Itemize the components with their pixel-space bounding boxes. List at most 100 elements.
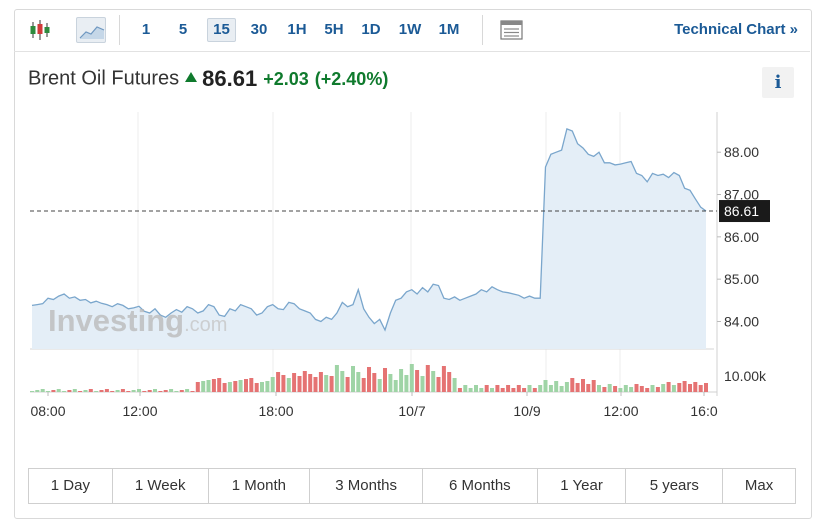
volume-bar [249, 378, 254, 392]
area-chart-icon[interactable] [76, 17, 106, 43]
volume-bar [292, 373, 297, 392]
volume-bar [345, 377, 350, 392]
volume-bar [88, 389, 93, 392]
range-3-months[interactable]: 3 Months [310, 469, 423, 503]
volume-bar [329, 376, 334, 392]
volume-bar [153, 389, 157, 392]
volume-bar [217, 378, 222, 392]
current-price-box [719, 200, 770, 223]
volume-bar [35, 390, 40, 392]
volume-bar [137, 389, 141, 392]
volume-bar [233, 381, 238, 392]
volume-bar [650, 385, 655, 392]
technical-chart-link[interactable]: Technical Chart » [674, 21, 798, 38]
volume-bar [564, 382, 569, 392]
volume-bar [500, 388, 505, 392]
volume-bar [238, 380, 243, 392]
volume-bar [276, 372, 281, 392]
price-change-percent: (+2.40%) [314, 68, 389, 89]
volume-bar [554, 381, 559, 392]
volume-bar [206, 380, 211, 392]
volume-bar [479, 388, 484, 392]
volume-bar [602, 387, 607, 392]
volume-bar [639, 386, 644, 392]
range-1-day[interactable]: 1 Day [29, 469, 113, 503]
volume-bar [72, 389, 77, 392]
interval-5h[interactable]: 5H [324, 21, 344, 38]
y-tick-label: 86.00 [724, 229, 759, 245]
interval-1w[interactable]: 1W [398, 21, 422, 38]
range-1-month[interactable]: 1 Month [209, 469, 311, 503]
volume-bar [698, 385, 703, 392]
volume-bar [56, 389, 61, 392]
volume-bar [126, 391, 131, 392]
volume-bar [110, 391, 115, 392]
volume-bar [115, 390, 120, 392]
volume-bar [688, 384, 692, 392]
volume-bar [78, 391, 83, 392]
volume-bar [270, 377, 275, 392]
volume-bar [265, 381, 270, 392]
range-max[interactable]: Max [744, 477, 774, 494]
interval-30[interactable]: 30 [250, 21, 268, 38]
volume-bar [46, 391, 50, 392]
volume-bar [415, 370, 420, 392]
x-tick-label: 08:00 [30, 403, 65, 419]
volume-bar [83, 390, 88, 392]
info-button[interactable]: i [762, 67, 794, 98]
volume-bar [211, 379, 216, 392]
volume-bar [179, 390, 184, 392]
y-tick-label: 84.00 [724, 313, 759, 329]
table-view-icon[interactable] [498, 17, 526, 43]
volume-bar [340, 371, 345, 392]
volume-bar [666, 382, 671, 392]
y-tick-label: 85.00 [724, 271, 759, 287]
volume-bar [597, 385, 601, 392]
range-6-months[interactable]: 6 Months [423, 469, 538, 503]
quote-header: Brent Oil Futures 86.61 +2.03 (+2.40%) [28, 66, 388, 92]
range-selector: 1 Day 1 Week 1 Month 3 Months 6 Months 1… [28, 468, 796, 504]
toolbar-divider [119, 15, 120, 45]
interval-15[interactable]: 15 [207, 18, 236, 42]
volume-bar [457, 388, 462, 392]
volume-bar [334, 365, 339, 392]
watermark-suffix: .com [184, 314, 227, 336]
volume-bar [506, 385, 511, 392]
volume-bar [704, 383, 708, 392]
price-chart: Investing.com 88.0087.0086.0085.0084.00 … [30, 112, 770, 419]
volume-bar [431, 371, 436, 392]
interval-1[interactable]: 1 [141, 21, 151, 38]
toolbar-divider [482, 15, 483, 45]
volume-bar [254, 383, 259, 392]
candlestick-chart-icon[interactable] [26, 17, 54, 43]
interval-5[interactable]: 5 [178, 21, 188, 38]
range-1-year[interactable]: 1 Year [538, 469, 627, 503]
interval-1h[interactable]: 1H [287, 21, 307, 38]
x-tick-label: 10/9 [513, 403, 540, 419]
volume-bar [436, 377, 441, 392]
volume-bar [613, 386, 618, 392]
x-tick-label: 12:00 [122, 403, 157, 419]
range-5-years[interactable]: 5 years [626, 469, 724, 503]
range-1-week[interactable]: 1 Week [113, 469, 209, 503]
price-area-fill [32, 128, 706, 349]
y-tick-label: 88.00 [724, 144, 759, 160]
volume-bar [671, 385, 676, 392]
volume-bar [62, 391, 67, 392]
volume-bar [404, 375, 409, 392]
x-tick-label: 18:00 [258, 403, 293, 419]
volume-bar [351, 366, 355, 392]
current-price-label: 86.61 [724, 203, 759, 219]
volume-bar [169, 389, 174, 392]
volume-bar [104, 389, 109, 392]
x-tick-label: 10/7 [398, 403, 425, 419]
volume-bar [308, 374, 313, 392]
instrument-name: Brent Oil Futures [28, 67, 180, 90]
volume-bar [532, 388, 537, 392]
volume-bar [99, 390, 104, 392]
interval-1m[interactable]: 1M [438, 21, 460, 38]
interval-1d[interactable]: 1D [361, 21, 381, 38]
volume-bar [195, 382, 200, 392]
volume-bar [324, 375, 329, 392]
volume-bar [575, 383, 580, 392]
